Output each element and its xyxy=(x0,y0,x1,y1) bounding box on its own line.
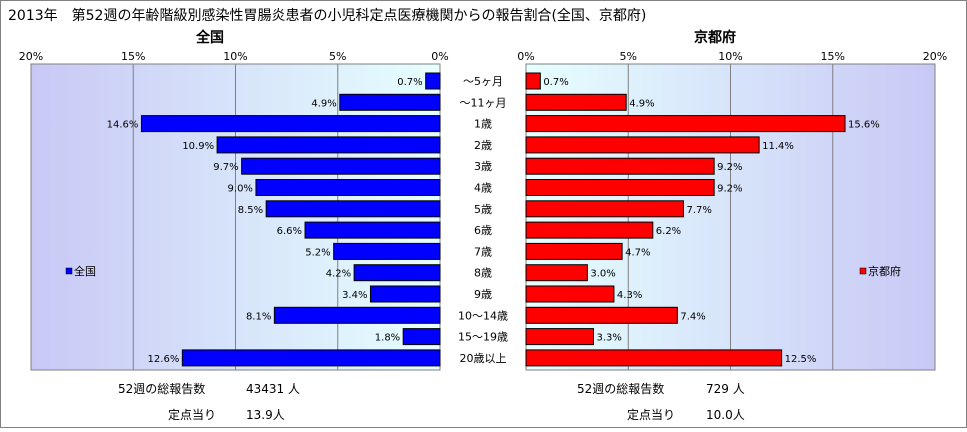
national-data-label: 1.8% xyxy=(375,333,400,344)
national-data-label: 9.0% xyxy=(228,184,253,195)
kyoto-summary-value: 10.0人 xyxy=(706,408,745,422)
kyoto-data-label: 9.2% xyxy=(717,184,742,195)
national-bar xyxy=(255,179,441,196)
national-bar xyxy=(216,136,441,154)
category-label: 7歳 xyxy=(474,245,492,258)
kyoto-bar xyxy=(525,264,588,282)
national-panel-title: 全国 xyxy=(195,29,224,46)
national-bar xyxy=(353,264,441,282)
kyoto-bar xyxy=(525,72,541,90)
national-legend-label: 全国 xyxy=(74,264,96,278)
national-data-label: 12.6% xyxy=(148,354,180,365)
national-data-label: 8.1% xyxy=(246,311,271,322)
category-label: ～5ヶ月 xyxy=(463,75,503,88)
national-data-label: 6.6% xyxy=(277,226,302,237)
kyoto-data-label: 15.6% xyxy=(848,120,880,131)
kyoto-data-label: 6.2% xyxy=(656,226,681,237)
national-bar xyxy=(140,115,441,133)
national-summary-value: 13.9人 xyxy=(246,408,285,422)
kyoto-bar xyxy=(525,179,715,196)
category-label: 20歳以上 xyxy=(460,352,507,365)
kyoto-legend-swatch xyxy=(859,267,867,275)
kyoto-legend-label: 京都府 xyxy=(868,264,901,278)
kyoto-data-label: 4.3% xyxy=(617,290,642,301)
category-label: 4歳 xyxy=(474,182,492,195)
national-tick-label: 0% xyxy=(431,50,448,63)
national-bar xyxy=(402,328,441,346)
kyoto-bar xyxy=(525,328,594,346)
kyoto-summary-value: 729 人 xyxy=(706,382,745,396)
kyoto-bar xyxy=(525,242,623,260)
national-data-label: 9.7% xyxy=(213,162,238,173)
kyoto-bar xyxy=(525,115,846,133)
chart-title: 2013年 第52週の年齢階級別感染性胃腸炎患者の小児科定点医療機関からの報告割… xyxy=(8,7,646,24)
national-tick-label: 15% xyxy=(121,50,145,63)
kyoto-data-label: 11.4% xyxy=(762,141,794,152)
national-data-label: 4.9% xyxy=(311,98,336,109)
category-label: 6歳 xyxy=(474,224,492,237)
category-label: 8歳 xyxy=(474,267,492,280)
kyoto-bar xyxy=(525,136,760,154)
national-bar xyxy=(304,221,441,239)
kyoto-bar xyxy=(525,200,684,218)
category-label: 1歳 xyxy=(474,118,492,131)
category-label: 10～14歳 xyxy=(458,309,508,322)
kyoto-summary-label: 52週の総報告数 xyxy=(577,381,664,396)
kyoto-summary-label: 定点当り xyxy=(627,407,675,422)
national-tick-label: 20% xyxy=(19,50,43,63)
national-summary-value: 43431 人 xyxy=(246,382,300,396)
national-bar xyxy=(425,72,441,90)
kyoto-data-label: 7.7% xyxy=(686,205,711,216)
kyoto-tick-label: 20% xyxy=(923,50,947,63)
kyoto-tick-label: 5% xyxy=(620,50,637,63)
national-summary-label: 定点当り xyxy=(168,407,216,422)
kyoto-bar xyxy=(525,285,615,303)
kyoto-tick-label: 10% xyxy=(718,50,742,63)
national-tick-label: 10% xyxy=(223,50,247,63)
national-data-label: 8.5% xyxy=(238,205,263,216)
kyoto-bar xyxy=(525,157,715,175)
category-label: 15～19歳 xyxy=(458,331,508,344)
category-label: 9歳 xyxy=(474,288,492,301)
kyoto-data-label: 0.7% xyxy=(543,77,568,88)
kyoto-data-label: 9.2% xyxy=(717,162,742,173)
national-data-label: 0.7% xyxy=(397,77,422,88)
kyoto-data-label: 3.3% xyxy=(596,333,621,344)
category-label: 5歳 xyxy=(474,203,492,216)
national-bar xyxy=(181,349,441,367)
national-data-label: 14.6% xyxy=(107,120,139,131)
national-tick-label: 5% xyxy=(329,50,346,63)
kyoto-bar xyxy=(525,306,678,324)
category-label: ～11ヶ月 xyxy=(460,96,507,109)
kyoto-data-label: 4.7% xyxy=(625,247,650,258)
kyoto-panel-title: 京都府 xyxy=(694,29,736,46)
kyoto-tick-label: 0% xyxy=(517,50,534,63)
category-label: 2歳 xyxy=(474,139,492,152)
kyoto-bar xyxy=(525,349,783,367)
kyoto-data-label: 7.4% xyxy=(680,311,705,322)
national-bar xyxy=(333,242,441,260)
national-legend-swatch xyxy=(65,267,73,275)
national-bar xyxy=(369,285,441,303)
kyoto-data-label: 3.0% xyxy=(590,269,615,280)
kyoto-tick-label: 15% xyxy=(821,50,845,63)
national-bar xyxy=(241,157,441,175)
national-summary-label: 52週の総報告数 xyxy=(118,381,205,396)
kyoto-data-label: 12.5% xyxy=(785,354,817,365)
kyoto-bar xyxy=(525,93,627,111)
national-data-label: 5.2% xyxy=(305,247,330,258)
national-data-label: 10.9% xyxy=(182,141,214,152)
national-data-label: 3.4% xyxy=(342,290,367,301)
national-bar xyxy=(273,306,441,324)
category-label: 3歳 xyxy=(474,160,492,173)
kyoto-data-label: 4.9% xyxy=(629,98,654,109)
national-data-label: 4.2% xyxy=(326,269,351,280)
national-bar xyxy=(339,93,441,111)
national-bar xyxy=(265,200,441,218)
kyoto-bar xyxy=(525,221,654,239)
